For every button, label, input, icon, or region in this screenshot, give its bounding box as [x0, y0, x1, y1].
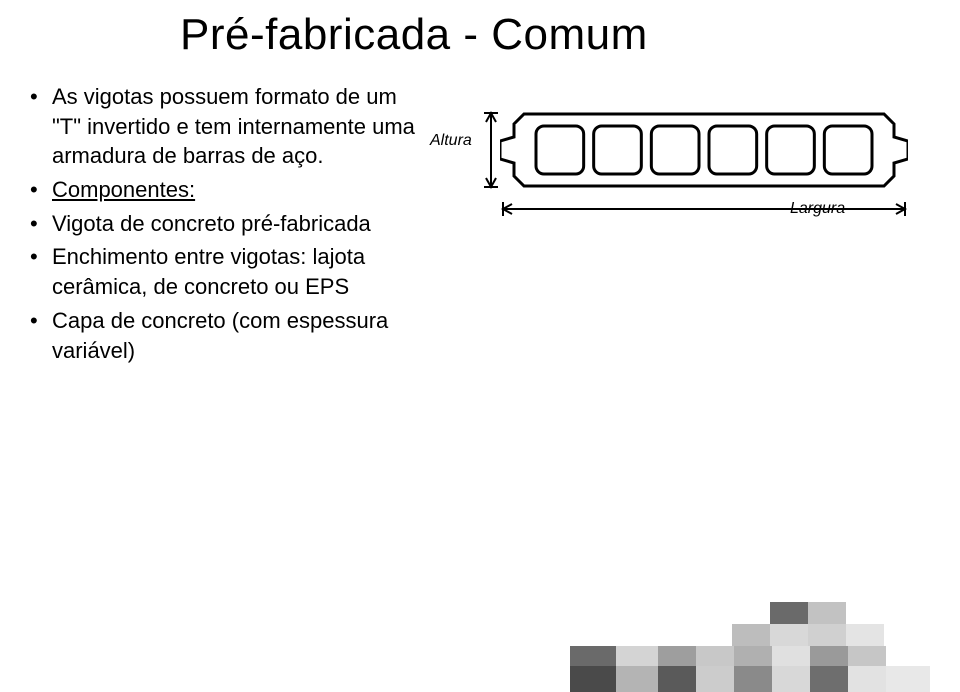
pixel-block [570, 666, 616, 692]
pixel-block [732, 624, 770, 646]
pixel-block [658, 646, 696, 666]
pixel-block [770, 624, 808, 646]
content-row: As vigotas possuem formato de um "T" inv… [30, 82, 930, 369]
pixel-block [772, 666, 810, 692]
pixel-block [810, 646, 848, 666]
pixel-block [696, 666, 734, 692]
pixel-block [770, 602, 808, 624]
pixel-block [808, 602, 846, 624]
pixel-block [810, 666, 848, 692]
pixel-block [808, 624, 846, 646]
altura-arrow-icon [484, 110, 498, 190]
pixel-block [848, 646, 886, 666]
pixel-block [734, 646, 772, 666]
pixel-block [772, 646, 810, 666]
pixel-block [616, 666, 658, 692]
bullet-item: Enchimento entre vigotas: lajota cerâmic… [30, 242, 430, 301]
label-altura: Altura [430, 132, 472, 150]
pixel-block [734, 666, 772, 692]
decorative-pixel-art [570, 602, 930, 692]
bullet-item: Vigota de concreto pré-fabricada [30, 209, 430, 239]
bullet-item: Componentes: [30, 175, 430, 205]
pixel-block [848, 666, 886, 692]
diagram-column: Altura Largura [440, 82, 930, 232]
bullet-item: Capa de concreto (com espessura variável… [30, 306, 430, 365]
pixel-block [696, 646, 734, 666]
bullet-item: As vigotas possuem formato de um "T" inv… [30, 82, 430, 171]
bullet-list: As vigotas possuem formato de um "T" inv… [30, 82, 430, 365]
slide-title: Pré-fabricada - Comum [180, 10, 930, 60]
largura-arrow-icon [500, 202, 908, 216]
text-column: As vigotas possuem formato de um "T" inv… [30, 82, 440, 369]
pixel-block [846, 624, 884, 646]
pixel-block [886, 666, 930, 692]
pixel-block [658, 666, 696, 692]
pixel-block [570, 646, 616, 666]
slide: Pré-fabricada - Comum As vigotas possuem… [0, 0, 960, 692]
bullet-text: Componentes: [52, 177, 195, 202]
vigota-cross-section-icon [500, 110, 908, 190]
vigota-diagram: Altura Largura [440, 82, 920, 232]
pixel-block [616, 646, 658, 666]
